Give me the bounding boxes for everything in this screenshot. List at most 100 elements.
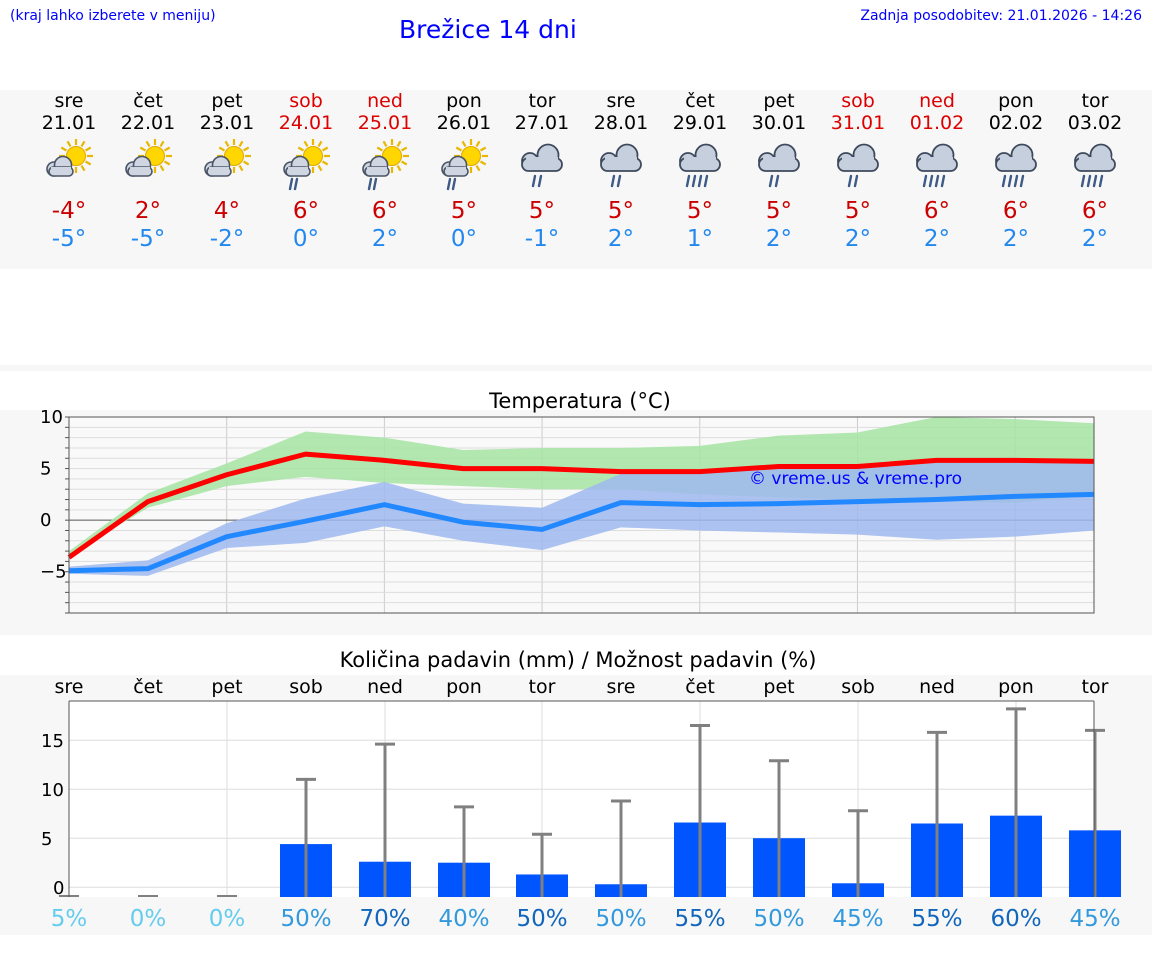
- cloud-heavy-rain-icon: [679, 143, 721, 188]
- temp-max: 2°: [134, 198, 162, 224]
- sun-cloud-rain-icon: [441, 139, 488, 191]
- weather-icon-slot: [988, 138, 1044, 194]
- y-tick-label: 10: [41, 780, 64, 801]
- temp-min: -2°: [209, 226, 245, 252]
- temp-max: 6°: [1081, 198, 1109, 224]
- day-date: 27.01: [514, 112, 570, 134]
- weather-icon-slot: [436, 138, 492, 194]
- sun-cloud-icon: [204, 139, 251, 177]
- weather-icon-slot: [199, 138, 255, 194]
- rain-drops: [1001, 174, 1025, 188]
- sun-ray: [317, 164, 323, 172]
- sun-ray: [382, 140, 388, 148]
- temp-max: -4°: [51, 198, 87, 224]
- sun-ray: [218, 146, 226, 152]
- precip-chance: 0%: [130, 906, 167, 932]
- y-tick-label: −5: [40, 562, 67, 583]
- rain-drop: [685, 174, 691, 188]
- rain-drop: [1019, 174, 1025, 188]
- temp-min: -5°: [51, 226, 87, 252]
- day-label: tor: [529, 676, 556, 698]
- temp-min: 2°: [1081, 226, 1109, 252]
- weather-icon-slot: [593, 138, 649, 194]
- weather-icon-slot: [672, 138, 728, 194]
- daily-forecast: sre 21.01 -4° -5° čet 22.01 2° -5° pet 23.01 4° -2°…: [0, 90, 1152, 269]
- cloud-heavy-rain-icon: [1074, 143, 1116, 188]
- cloud-fill: [763, 157, 795, 169]
- rain-drop: [922, 174, 928, 188]
- page-title: Brežice 14 dni: [399, 15, 577, 44]
- temp-max: 5°: [607, 198, 635, 224]
- cloud: [521, 143, 563, 172]
- sun-ray: [80, 164, 86, 172]
- day-name: tor: [1081, 90, 1109, 112]
- tmin-line: [68, 491, 1095, 574]
- cloud-heavy-rain-icon: [995, 143, 1037, 188]
- day-label: čet: [133, 676, 163, 698]
- cloud: [995, 143, 1037, 172]
- rain-drop: [691, 174, 697, 188]
- sun-ray: [396, 140, 402, 148]
- sun-ray: [238, 164, 244, 172]
- day-date: 28.01: [593, 112, 649, 134]
- rain-drop: [451, 177, 457, 191]
- sun-ray: [455, 146, 463, 152]
- weather-icon-slot: [1067, 138, 1123, 194]
- tmax-line: [67, 451, 1095, 560]
- y-tick-label: 5: [40, 459, 51, 480]
- cloud-rain-icon: [600, 143, 642, 188]
- temp-min: 2°: [844, 226, 872, 252]
- cloud-rain-icon: [521, 143, 563, 188]
- sun-ray: [321, 146, 329, 152]
- precip-chance: 0%: [209, 906, 246, 932]
- cloud-fill: [605, 157, 637, 169]
- precip-chance: 5%: [51, 906, 88, 932]
- day-name: sre: [606, 90, 636, 112]
- precipitation-chart: Količina padavin (mm) / Možnost padavin …: [41, 648, 1121, 932]
- cloud-fill: [921, 157, 953, 169]
- day-name: čet: [685, 90, 715, 112]
- temp-min: 1°: [686, 226, 714, 252]
- precip-chance: 55%: [674, 906, 725, 932]
- cloud: [283, 155, 311, 177]
- rain-drop: [1086, 174, 1092, 188]
- day-date: 30.01: [751, 112, 807, 134]
- temp-min: -5°: [130, 226, 166, 252]
- day-label: sob: [841, 676, 875, 698]
- rain-drop: [1080, 174, 1086, 188]
- rain-drop: [774, 174, 780, 188]
- temp-max: 5°: [528, 198, 556, 224]
- day-name: pet: [211, 90, 243, 112]
- precipitation-title: Količina padavin (mm) / Možnost padavin …: [340, 648, 817, 672]
- day-name: pon: [998, 90, 1034, 112]
- cloud-fill: [130, 167, 150, 174]
- rain-drops: [610, 174, 622, 188]
- rain-drops: [768, 174, 780, 188]
- precip-chance: 50%: [753, 906, 804, 932]
- rain-drop: [940, 174, 946, 188]
- day-label: pet: [211, 676, 242, 698]
- precip-chance: 70%: [359, 906, 410, 932]
- day-label: čet: [685, 676, 715, 698]
- sun-ray: [84, 146, 92, 152]
- sun-cloud-rain-icon: [283, 139, 330, 191]
- temp-min: 0°: [292, 226, 320, 252]
- cloud-rain-icon: [758, 143, 800, 188]
- day-label: pet: [763, 676, 794, 698]
- cloud: [1074, 143, 1116, 172]
- rain-drop: [293, 177, 299, 191]
- day-name: sob: [841, 90, 875, 112]
- temp-min: -1°: [524, 226, 560, 252]
- rain-drop: [697, 174, 703, 188]
- day-name: ned: [367, 90, 403, 112]
- weather-icon-slot: [514, 138, 570, 194]
- rain-drop: [616, 174, 622, 188]
- sun-ray: [479, 160, 487, 166]
- rain-drop: [531, 174, 537, 188]
- temp-max: 6°: [371, 198, 399, 224]
- cloud-fill: [288, 167, 308, 174]
- rain-drop: [372, 177, 378, 191]
- temp-min: 0°: [450, 226, 478, 252]
- cloud-fill: [1079, 157, 1111, 169]
- day-label: sre: [55, 676, 84, 698]
